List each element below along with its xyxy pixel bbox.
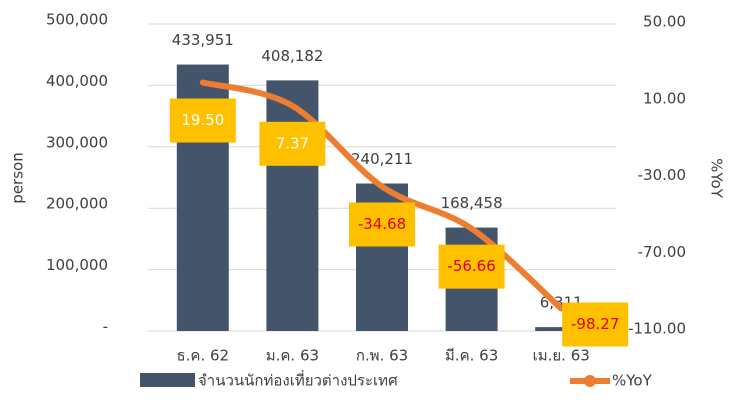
bar-value-label: 433,951 <box>172 31 234 49</box>
y-axis-title: person <box>9 152 27 203</box>
legend-label: %YoY <box>612 372 653 390</box>
line-value-label: -56.66 <box>447 257 495 275</box>
y2-tick-label: -30.00 <box>638 166 686 184</box>
line-value-label: -34.68 <box>358 215 406 233</box>
line-label-box <box>562 302 629 347</box>
bar-value-label: 240,211 <box>351 150 413 168</box>
line-value-label: 19.50 <box>181 111 224 129</box>
x-tick-label: ม.ค. 63 <box>266 347 319 365</box>
x-tick-label: เม.ย. 63 <box>533 347 590 365</box>
y2-tick-label: 50.00 <box>643 13 686 31</box>
y-tick-label: 200,000 <box>46 195 108 213</box>
y-tick-label: 100,000 <box>46 256 108 274</box>
y-tick-label: 400,000 <box>46 72 108 90</box>
x-tick-label: ก.พ. 63 <box>356 347 408 365</box>
y-tick-label: 300,000 <box>46 133 108 151</box>
x-tick-label: มี.ค. 63 <box>445 347 498 365</box>
x-tick-label: ธ.ค. 62 <box>177 347 230 365</box>
legend-marker <box>584 375 596 387</box>
y2-axis-title: %YoY <box>708 158 726 199</box>
y-tick-label: 500,000 <box>46 11 108 29</box>
y2-tick-label: -70.00 <box>638 243 686 261</box>
line-label-box <box>438 244 505 289</box>
line-label-box <box>259 121 326 166</box>
bar <box>535 327 588 331</box>
line-value-label: 7.37 <box>276 134 309 152</box>
bar-value-label: 408,182 <box>261 47 323 65</box>
legend-label: จำนวนนักท่องเที่ยวต่างประเทศ <box>198 370 398 390</box>
bar-value-label: 168,458 <box>441 194 503 212</box>
line-label-box <box>349 202 415 247</box>
y2-tick-label: 10.00 <box>643 89 686 107</box>
line-value-label: -98.27 <box>571 315 619 333</box>
y-tick-label: - <box>103 318 108 336</box>
legend-swatch <box>140 373 195 387</box>
y2-tick-label: -110.00 <box>628 320 686 338</box>
line-label-box <box>169 98 236 143</box>
